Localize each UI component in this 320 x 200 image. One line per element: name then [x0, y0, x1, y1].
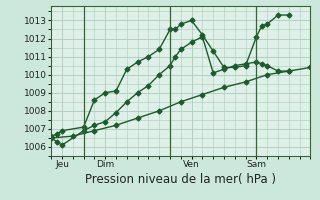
X-axis label: Pression niveau de la mer( hPa ): Pression niveau de la mer( hPa )	[85, 173, 276, 186]
